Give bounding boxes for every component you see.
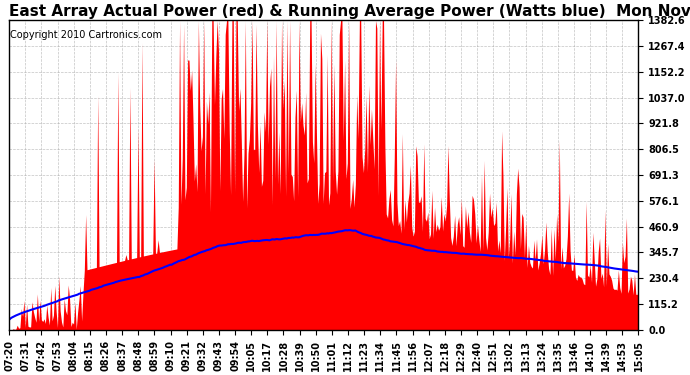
Text: East Array Actual Power (red) & Running Average Power (Watts blue)  Mon Nov 29 1: East Array Actual Power (red) & Running … [9, 4, 690, 19]
Text: Copyright 2010 Cartronics.com: Copyright 2010 Cartronics.com [10, 30, 161, 40]
